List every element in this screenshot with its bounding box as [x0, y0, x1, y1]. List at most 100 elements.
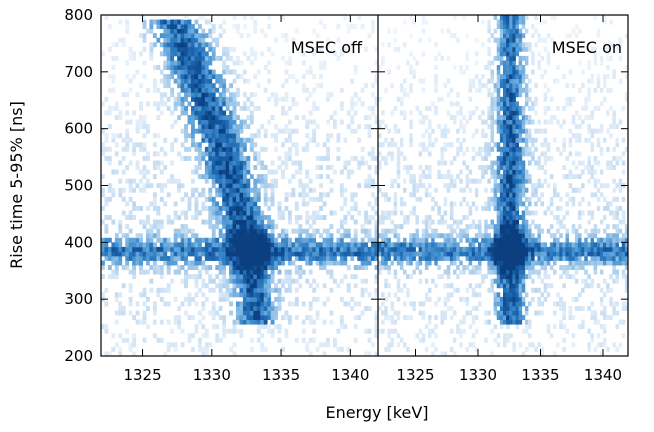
heatmap-cell: [267, 237, 272, 243]
heatmap-cell: [465, 310, 470, 316]
heatmap-cell: [156, 165, 161, 170]
heatmap-cell: [493, 96, 498, 102]
heatmap-cell: [493, 205, 498, 211]
heatmap-cell: [298, 246, 303, 252]
heatmap-cell: [590, 237, 595, 243]
heatmap-cell: [518, 215, 523, 220]
heatmap-cell: [371, 19, 375, 25]
heatmap-cell: [260, 274, 265, 280]
heatmap-cell: [590, 128, 595, 134]
heatmap-cell: [493, 265, 498, 271]
heatmap-cell: [584, 96, 588, 102]
heatmap-cell: [503, 205, 507, 211]
heatmap-cell: [267, 224, 272, 230]
heatmap-cell: [298, 178, 303, 184]
heatmap-cell: [336, 133, 341, 139]
heatmap-cell: [524, 28, 529, 34]
heatmap-cell: [515, 119, 520, 125]
heatmap-cell: [537, 246, 541, 252]
heatmap-cell: [204, 137, 209, 143]
heatmap-cell: [537, 310, 541, 316]
heatmap-cell: [128, 55, 133, 61]
heatmap-cell: [222, 155, 227, 161]
heatmap-cell: [173, 101, 178, 107]
heatmap-cell: [242, 237, 247, 243]
heatmap-cell: [462, 69, 466, 75]
heatmap-cell: [222, 124, 227, 130]
heatmap-cell: [603, 292, 607, 298]
heatmap-cell: [229, 274, 233, 280]
heatmap-cell: [114, 233, 119, 239]
heatmap-cell: [204, 42, 209, 48]
heatmap-cell: [308, 233, 313, 239]
heatmap-cell: [305, 169, 310, 175]
heatmap-cell: [249, 101, 254, 107]
heatmap-cell: [428, 174, 432, 180]
heatmap-cell: [139, 187, 143, 193]
heatmap-cell: [284, 137, 289, 143]
heatmap-cell: [393, 46, 398, 52]
heatmap-cell: [204, 119, 209, 125]
heatmap-cell: [336, 155, 341, 161]
heatmap-cell: [107, 110, 112, 116]
heatmap-cell: [374, 96, 379, 102]
heatmap-cell: [350, 155, 355, 161]
heatmap-cell: [211, 101, 216, 107]
heatmap-cell: [393, 310, 398, 316]
heatmap-cell: [409, 133, 413, 139]
heatmap-cell: [540, 351, 545, 357]
heatmap-cell: [294, 337, 299, 343]
heatmap-cell: [159, 19, 164, 25]
heatmap-cell: [484, 319, 488, 325]
heatmap-cell: [253, 24, 258, 30]
heatmap-cell: [346, 210, 351, 216]
heatmap-cell: [503, 269, 507, 275]
heatmap-cell: [499, 151, 504, 157]
x-tick-label: 1340: [331, 366, 369, 384]
heatmap-cell: [211, 215, 216, 220]
heatmap-cell: [146, 124, 150, 130]
heatmap-cell: [593, 105, 598, 111]
heatmap-cell: [418, 237, 423, 243]
heatmap-cell: [249, 246, 254, 252]
heatmap-cell: [308, 224, 313, 230]
heatmap-cell: [225, 278, 230, 284]
heatmap-cell: [353, 237, 358, 243]
heatmap-cell: [528, 260, 532, 266]
heatmap-cell: [166, 55, 171, 61]
heatmap-cell: [596, 78, 601, 84]
heatmap-cell: [559, 151, 563, 157]
heatmap-cell: [104, 251, 109, 257]
heatmap-cell: [512, 255, 516, 261]
heatmap-cell: [350, 105, 355, 111]
heatmap-cell: [549, 119, 554, 125]
heatmap-cell: [396, 237, 401, 243]
heatmap-cell: [139, 33, 143, 39]
heatmap-cell: [170, 33, 175, 39]
heatmap-cell: [468, 178, 473, 184]
heatmap-cell: [381, 251, 385, 257]
heatmap-cell: [396, 287, 401, 293]
heatmap-cell: [490, 237, 495, 243]
heatmap-cell: [253, 19, 258, 25]
heatmap-cell: [509, 196, 513, 202]
heatmap-cell: [487, 60, 491, 66]
heatmap-cell: [204, 33, 209, 39]
heatmap-cell: [456, 128, 460, 134]
heatmap-cell: [562, 246, 566, 252]
heatmap-cell: [249, 346, 254, 352]
heatmap-cell: [440, 146, 445, 152]
heatmap-cell: [222, 324, 227, 330]
heatmap-cell: [509, 301, 513, 307]
heatmap-cell: [242, 228, 247, 234]
heatmap-cell: [618, 319, 623, 325]
heatmap-cell: [399, 87, 404, 93]
heatmap-cell: [478, 233, 482, 239]
heatmap-cell: [367, 178, 372, 184]
heatmap-cell: [229, 228, 233, 234]
heatmap-cell: [599, 301, 604, 307]
heatmap-cell: [387, 333, 391, 339]
heatmap-cell: [574, 237, 579, 243]
heatmap-cell: [415, 251, 420, 257]
heatmap-cell: [156, 101, 161, 107]
